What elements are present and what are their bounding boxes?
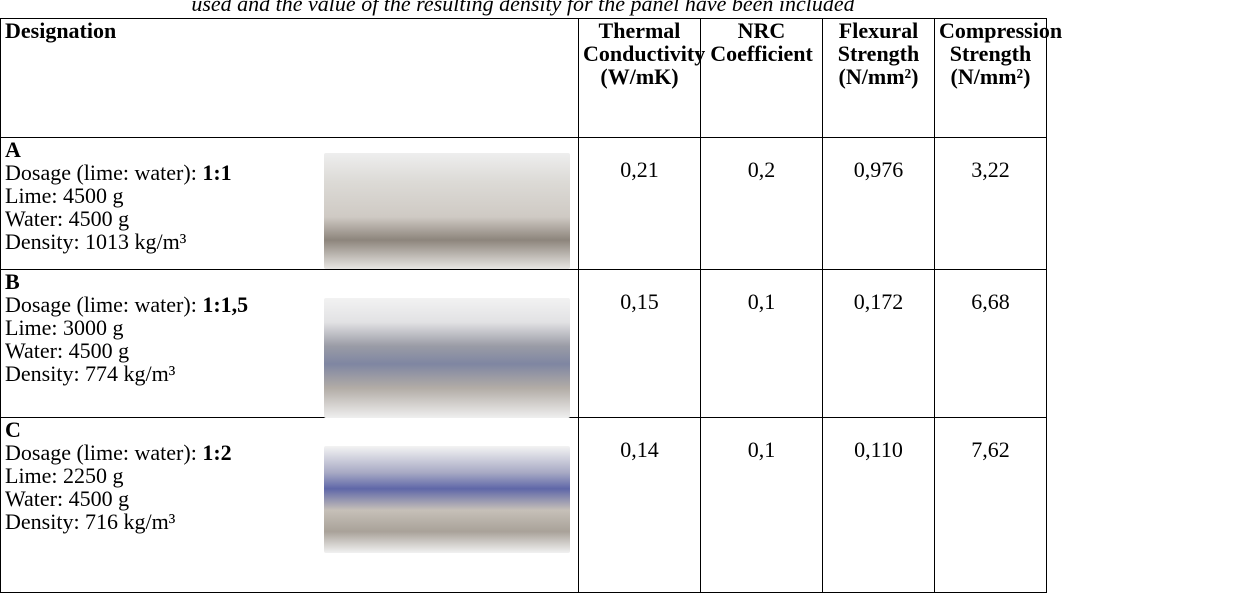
value-cell: 0,110 — [823, 418, 935, 593]
value-cell: 0,21 — [579, 138, 701, 270]
dosage-label: Dosage (lime: water): — [5, 440, 197, 465]
dosage-ratio: 1:1,5 — [202, 292, 248, 317]
value-cell: 0,1 — [701, 418, 823, 593]
header-cell: Flexural Strength (N/mm²) — [823, 19, 935, 138]
value-cell: 0,1 — [701, 270, 823, 418]
header-cell: Compression Strength (N/mm²) — [935, 19, 1047, 138]
header-cell: NRC Coefficient — [701, 19, 823, 138]
value-cell: 3,22 — [935, 138, 1047, 270]
designation: B — [5, 270, 574, 293]
dosage-ratio: 1:2 — [202, 440, 231, 465]
designation: C — [5, 418, 574, 441]
dosage-ratio: 1:1 — [202, 160, 231, 185]
panel-photo — [324, 446, 570, 553]
value-cell: 0,976 — [823, 138, 935, 270]
value-cell: 0,172 — [823, 270, 935, 418]
panel-photo — [324, 153, 570, 269]
value-cell: 7,62 — [935, 418, 1047, 593]
panel-photo — [324, 298, 570, 418]
header-cell: Thermal Conductivity (W/mK) — [579, 19, 701, 138]
value-cell: 6,68 — [935, 270, 1047, 418]
page: used and the value of the resulting dens… — [0, 0, 1246, 595]
header-cell: Designation — [1, 19, 579, 138]
dosage-label: Dosage (lime: water): — [5, 160, 197, 185]
dosage-label: Dosage (lime: water): — [5, 292, 197, 317]
caption: used and the value of the resulting dens… — [0, 0, 1046, 17]
value-cell: 0,2 — [701, 138, 823, 270]
value-cell: 0,14 — [579, 418, 701, 593]
value-cell: 0,15 — [579, 270, 701, 418]
